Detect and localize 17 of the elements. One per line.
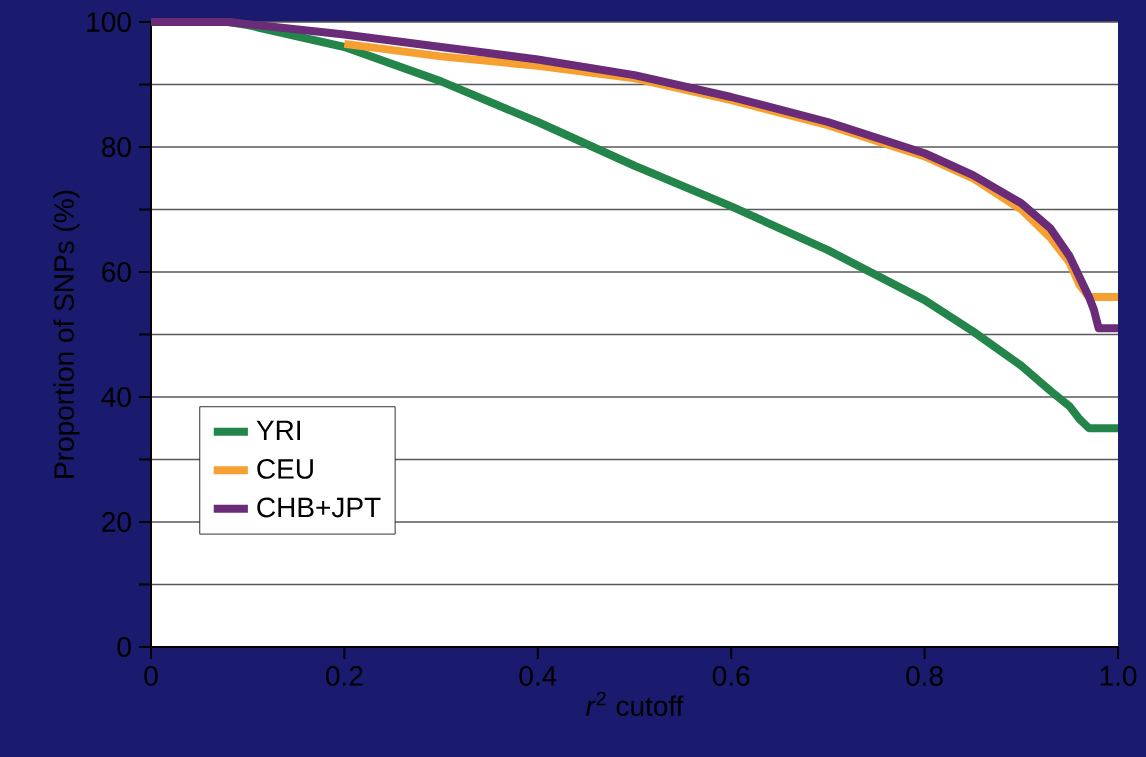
x-tick-label: 1.0 — [1100, 666, 1137, 686]
y-tick-label: 20 — [102, 512, 131, 532]
x-axis-title: r$^{2}$ cutoff — [586, 691, 684, 717]
x-tick-label: 0.6 — [712, 666, 750, 686]
y-axis-title: Proportion of SNPs (%) — [53, 190, 80, 478]
y-tick-label: 40 — [101, 387, 131, 407]
y-tick-label: 60 — [102, 262, 131, 282]
y-tick-label: 100 — [87, 12, 131, 32]
x-tick-label: 0.8 — [906, 666, 943, 686]
legend-label: YRI — [256, 420, 300, 441]
legend-label: CHB+JPT — [257, 497, 381, 518]
y-tick-label: 0 — [117, 637, 131, 657]
legend-label: CEU — [257, 458, 313, 479]
x-tick-label: 0 — [144, 666, 158, 686]
x-tick-label: 0.4 — [519, 666, 557, 686]
y-tick-label: 80 — [102, 137, 131, 157]
x-tick-label: 0.2 — [326, 666, 363, 686]
